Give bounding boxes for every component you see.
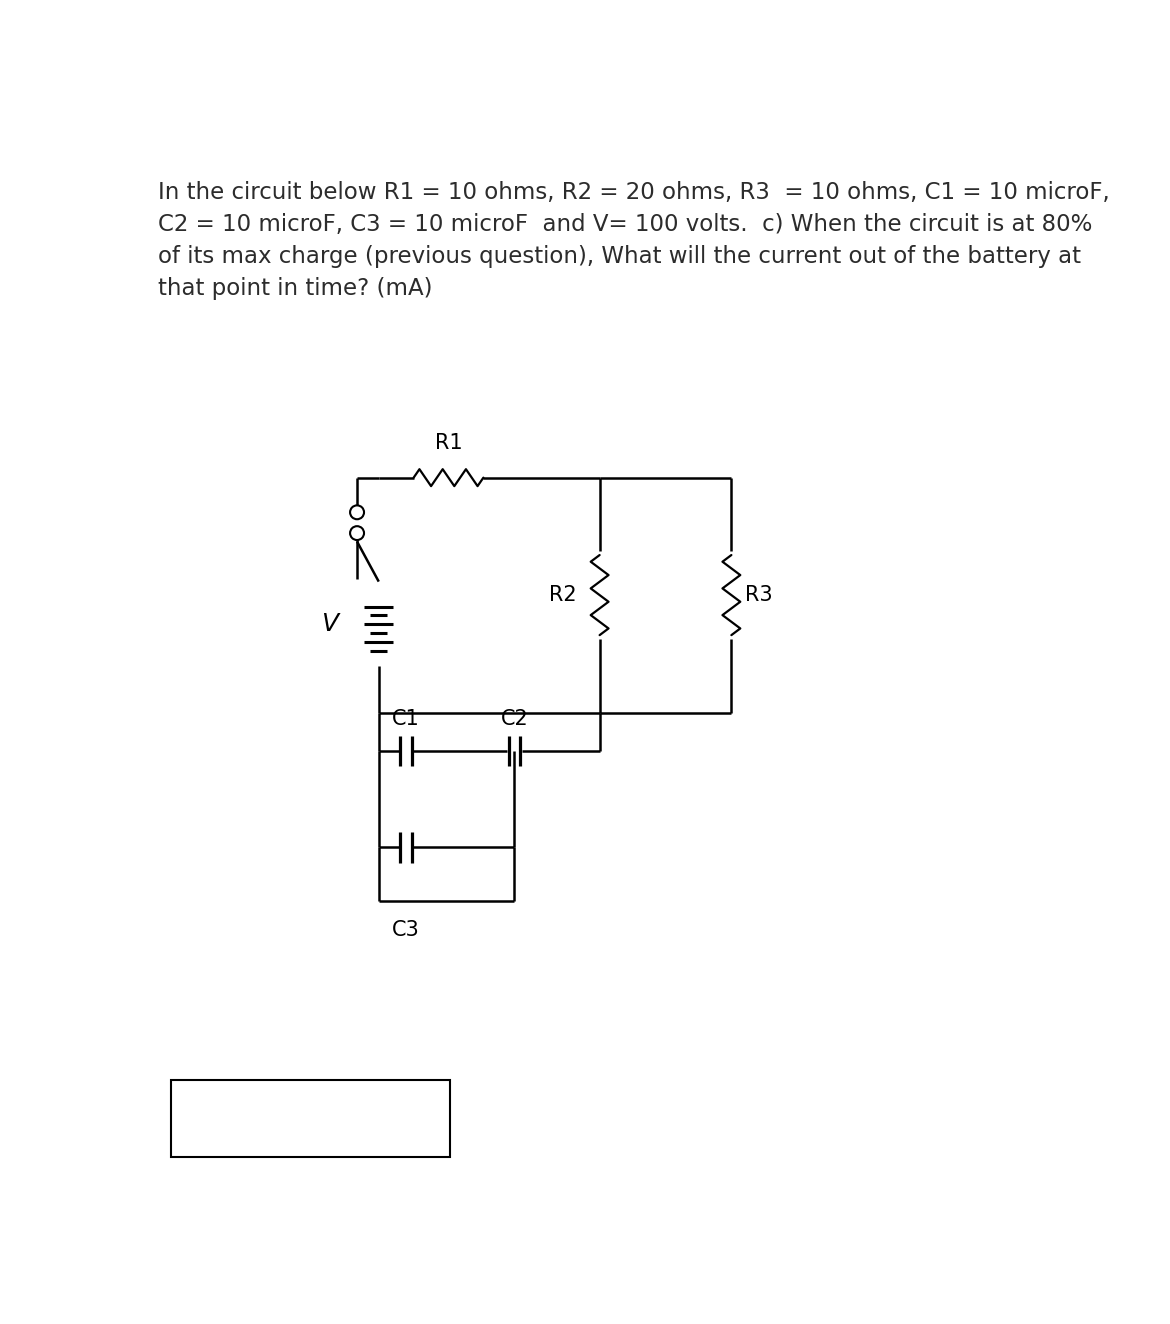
Text: V: V [322, 612, 338, 636]
Text: In the circuit below R1 = 10 ohms, R2 = 20 ohms, R3  = 10 ohms, C1 = 10 microF,
: In the circuit below R1 = 10 ohms, R2 = … [158, 181, 1109, 301]
Text: R2: R2 [549, 585, 577, 605]
Text: C3: C3 [392, 920, 420, 940]
Text: C1: C1 [392, 710, 420, 730]
FancyBboxPatch shape [171, 1080, 450, 1157]
Text: R1: R1 [435, 433, 462, 453]
Text: C2: C2 [501, 710, 528, 730]
Text: R3: R3 [745, 585, 773, 605]
